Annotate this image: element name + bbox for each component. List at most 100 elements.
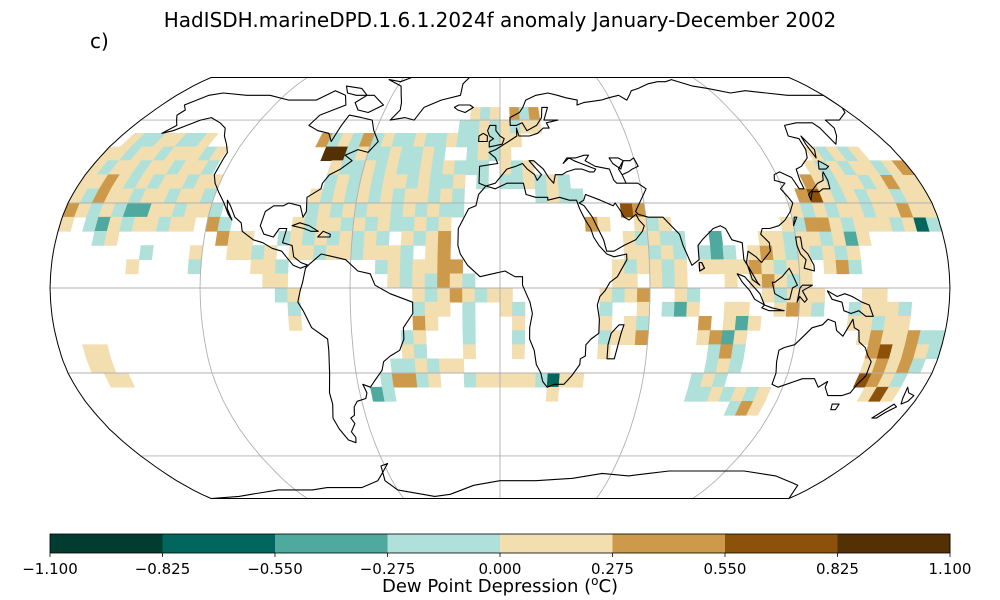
anomaly-cell — [596, 344, 611, 360]
anomaly-cell — [300, 245, 315, 260]
anomaly-cell — [624, 273, 638, 289]
coastline-iceland — [453, 104, 474, 114]
anomaly-cell — [351, 231, 366, 246]
anomaly-cell — [424, 316, 439, 331]
anomaly-cell — [375, 231, 390, 246]
anomaly-cell — [412, 301, 426, 317]
anomaly-cell — [338, 231, 354, 246]
anomaly-cell — [861, 287, 876, 303]
anomaly-cell — [379, 372, 395, 388]
anomaly-cell — [340, 216, 355, 232]
coastline-tasmania — [830, 403, 840, 411]
anomaly-cell — [125, 259, 140, 275]
map-title: HadISDH.marineDPD.1.6.1.2024f anomaly Ja… — [163, 8, 837, 32]
anomaly-cell — [274, 287, 289, 303]
anomaly-cell — [499, 372, 513, 388]
anomaly-cell — [636, 259, 651, 275]
anomaly-cell — [858, 316, 874, 331]
anomaly-cell — [430, 160, 445, 175]
anomaly-cell — [557, 174, 572, 190]
coastline-japan — [808, 171, 831, 201]
anomaly-cell — [437, 259, 451, 275]
anomaly-cell — [487, 287, 501, 303]
anomaly-cell — [534, 174, 548, 190]
coastline-new-guinea — [826, 290, 874, 317]
colorbar-swatch — [612, 534, 726, 553]
anomaly-cell — [558, 188, 573, 204]
anomaly-cell — [722, 245, 737, 260]
anomaly-cell — [476, 160, 490, 175]
colorbar — [49, 533, 951, 554]
anomaly-cell — [375, 245, 389, 260]
anomaly-cell — [771, 245, 787, 260]
anomaly-cell — [661, 273, 676, 289]
anomaly-cell — [734, 316, 750, 331]
anomaly-cell — [518, 107, 531, 121]
anomaly-cell — [412, 316, 427, 331]
coastline-eurasia — [478, 79, 846, 286]
panel-label: c) — [90, 29, 109, 53]
anomaly-cell — [523, 372, 537, 388]
anomaly-cell — [462, 273, 476, 289]
anomaly-cell — [391, 188, 407, 204]
graticule — [50, 77, 950, 499]
graticule-meridian — [579, 77, 651, 499]
anomaly-cell — [432, 146, 447, 161]
anomaly-cell — [451, 188, 465, 204]
anomaly-cell — [424, 273, 438, 289]
anomaly-cell — [437, 301, 451, 317]
anomaly-cell — [462, 330, 476, 345]
anomaly-cell — [785, 301, 800, 317]
colorbar-tick-label: 0.000 — [479, 560, 522, 578]
anomaly-cell — [769, 231, 785, 246]
anomaly-cell — [438, 358, 453, 374]
anomaly-cell — [449, 287, 463, 303]
anomaly-cell — [374, 259, 389, 275]
anomaly-cell — [405, 174, 420, 190]
anomaly-cell — [649, 273, 663, 289]
map-boundary — [49, 77, 951, 499]
coastline-arabia — [578, 193, 645, 252]
anomaly-cell — [412, 273, 426, 289]
colorbar-swatch — [387, 534, 501, 553]
anomaly-cell — [611, 287, 626, 303]
anomaly-cell — [879, 386, 902, 402]
anomaly-cell — [635, 316, 650, 331]
anomaly-cell — [487, 372, 501, 388]
anomaly-cell — [403, 188, 418, 204]
anomaly-cell — [736, 301, 750, 317]
anomaly-cell — [528, 107, 541, 121]
anomaly-cell — [379, 188, 395, 204]
anomaly-cell — [510, 133, 523, 148]
anomaly-cell — [489, 107, 501, 121]
anomaly-cell — [353, 202, 369, 218]
anomaly-cell — [399, 259, 414, 275]
anomaly-cell — [596, 216, 611, 232]
anomaly-cell — [424, 245, 439, 260]
coastline-ireland — [478, 132, 488, 143]
anomaly-cell — [835, 259, 850, 275]
anomaly-cell — [262, 273, 276, 289]
anomaly-cell — [883, 316, 899, 331]
anomaly-cell — [475, 372, 489, 388]
anomaly-cell — [659, 231, 674, 246]
anomaly-cell — [598, 316, 613, 331]
coastline-sri-lanka — [698, 261, 706, 272]
anomaly-cell — [645, 216, 660, 232]
anomaly-cell — [438, 216, 452, 232]
anomaly-cell — [437, 287, 451, 303]
colorbar-tick-label: −1.100 — [22, 560, 78, 578]
anomaly-cell — [401, 344, 416, 360]
anomaly-cell — [462, 316, 476, 331]
coastline-sakhalin — [800, 135, 817, 159]
anomaly-cell — [622, 330, 637, 345]
anomaly-cell — [313, 245, 328, 260]
coastline-java — [761, 304, 785, 312]
anomaly-cell — [545, 386, 560, 402]
anomaly-cell — [519, 119, 532, 134]
anomaly-cell — [442, 160, 456, 175]
anomaly-cell — [451, 202, 465, 218]
anomaly-cell — [535, 188, 549, 204]
anomaly-cell — [414, 202, 429, 218]
anomaly-cell — [708, 330, 724, 345]
